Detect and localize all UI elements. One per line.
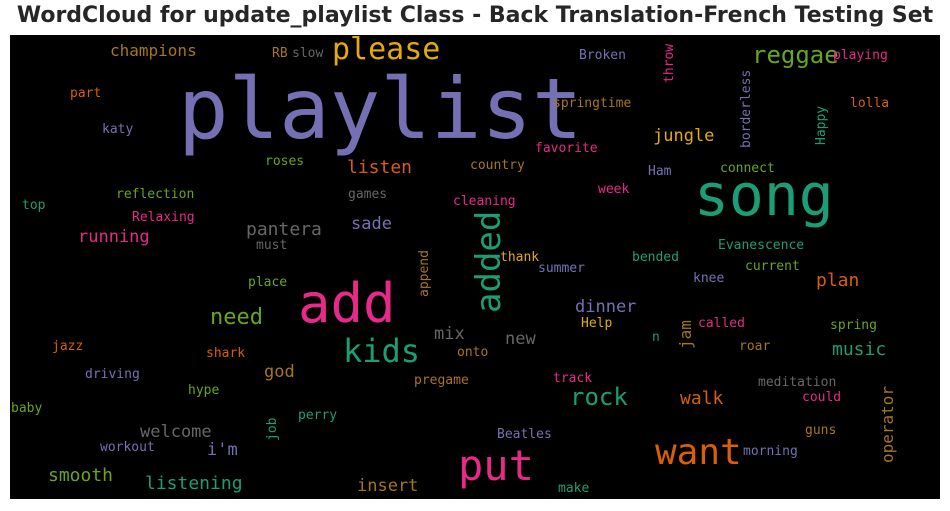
word-morning: morning: [743, 444, 798, 459]
word-connect: connect: [720, 161, 775, 176]
word-top: top: [22, 198, 46, 213]
word-baby: baby: [11, 401, 43, 416]
word-smooth: smooth: [48, 465, 114, 486]
word-borderless: borderless: [739, 69, 754, 148]
word-week: week: [598, 182, 630, 197]
word-must: must: [256, 238, 288, 253]
word-help: Help: [581, 316, 613, 331]
word-thank: thank: [500, 250, 540, 265]
word-job: job: [265, 417, 280, 441]
word-listening: listening: [145, 473, 243, 494]
word-shark: shark: [206, 346, 246, 361]
word-happy: Happy: [814, 105, 829, 145]
word-walk: walk: [680, 388, 724, 409]
word-hype: hype: [188, 383, 220, 398]
word-jam: jam: [676, 320, 695, 349]
word-perry: perry: [298, 408, 338, 423]
word-reflection: reflection: [116, 187, 195, 202]
word-need: need: [210, 305, 263, 330]
word-listen: listen: [347, 157, 413, 178]
chart-title: WordCloud for update_playlist Class - Ba…: [16, 3, 934, 28]
word-workout: workout: [100, 440, 155, 455]
word-operator: operator: [878, 385, 897, 463]
word-meditation: meditation: [758, 375, 837, 390]
word-relaxing: Relaxing: [132, 210, 195, 225]
word-mix: mix: [434, 324, 465, 344]
word-current: current: [745, 259, 800, 274]
word-kids: kids: [343, 332, 421, 370]
word-favorite: favorite: [535, 141, 598, 156]
word-n: n: [652, 330, 660, 345]
word-lolla: lolla: [850, 96, 890, 111]
word-part: part: [70, 86, 102, 101]
word-please: please: [332, 35, 441, 67]
word-pantera: pantera: [246, 219, 322, 240]
word-games: games: [348, 187, 388, 202]
word-country: country: [470, 158, 525, 173]
word-roar: roar: [739, 339, 771, 354]
word-playlist: playlist: [178, 60, 583, 158]
word-add: add: [298, 272, 396, 335]
word-sade: sade: [351, 214, 392, 234]
word-jazz: jazz: [52, 339, 84, 354]
word-song: song: [694, 161, 834, 229]
word-knee: knee: [693, 271, 725, 286]
word-guns: guns: [805, 423, 837, 438]
word-new: new: [505, 329, 536, 349]
word-playing: playing: [833, 48, 888, 63]
word-make: make: [558, 481, 590, 496]
word-onto: onto: [457, 345, 489, 360]
word-track: track: [553, 371, 593, 386]
word-rock: rock: [570, 383, 628, 411]
word-running: running: [78, 227, 150, 247]
word-called: called: [698, 316, 745, 331]
word-evanescence: Evanescence: [718, 238, 805, 253]
word-welcome: welcome: [140, 422, 212, 442]
word-katy: katy: [102, 122, 134, 137]
word-champions: champions: [110, 41, 197, 60]
word-cleaning: cleaning: [453, 194, 516, 209]
word-rb: RB: [272, 46, 288, 61]
word-could: could: [802, 390, 842, 405]
word-put: put: [458, 441, 534, 490]
word-god: god: [264, 362, 295, 382]
word-want: want: [655, 432, 742, 473]
word-roses: roses: [265, 154, 305, 169]
word-bended: bended: [632, 250, 679, 265]
word-pregame: pregame: [414, 373, 469, 388]
word-ham: Ham: [648, 164, 672, 179]
word-reggae: reggae: [752, 41, 839, 69]
word-cloud: playlist song add put want kids please added reg…: [10, 35, 940, 499]
word-broken: Broken: [579, 48, 626, 63]
word-slow: slow: [292, 46, 324, 61]
word-insert: insert: [357, 476, 419, 496]
word-plan: plan: [816, 270, 860, 291]
word-throw: throw: [662, 43, 677, 83]
word-i-m: i'm: [207, 440, 238, 460]
word-summer: summer: [538, 261, 585, 276]
word-append: append: [417, 250, 432, 297]
word-dinner: dinner: [575, 297, 637, 317]
word-spring: spring: [830, 318, 877, 333]
word-music: music: [832, 339, 887, 360]
word-beatles: Beatles: [497, 427, 552, 442]
word-jungle: jungle: [653, 126, 715, 146]
word-place: place: [248, 275, 288, 290]
word-driving: driving: [85, 367, 140, 382]
word-springtime: springtime: [553, 96, 632, 111]
